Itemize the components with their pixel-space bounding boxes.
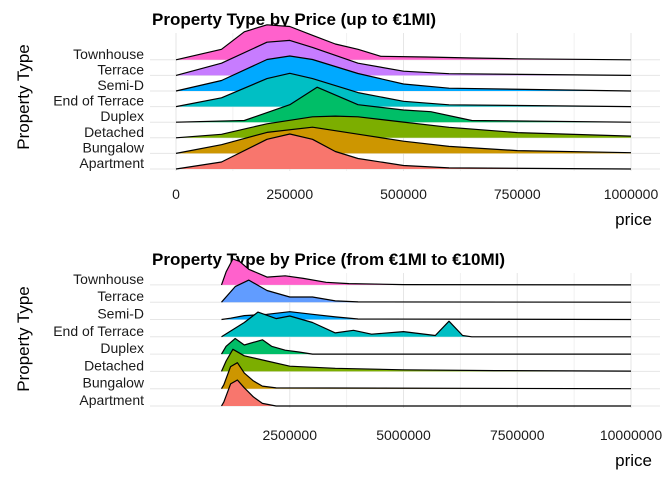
ridge-area-duplex [176,87,631,123]
ridge-line-apartment [175,133,632,170]
ridge-area-semi-d [221,311,631,320]
y-axis-label: Property Type [14,286,33,392]
category-label: Bungalow [83,375,145,391]
category-label: Detached [84,124,144,140]
ridge-line-terrace [175,39,632,76]
ridge-line-bungalow [220,362,632,390]
category-label: Detached [84,357,144,373]
ridges [220,258,632,407]
x-tick-label: 1000000 [604,186,659,202]
ridge-line-duplex [175,86,632,123]
ridge-area-townhouse [221,258,631,285]
category-label: Duplex [100,108,144,124]
chart-panel-top: Property Type by Price (up to €1MI) Prop… [14,10,660,229]
ridge-area-end-of-terrace [221,312,631,337]
category-label: Semi-D [97,77,144,93]
ridge-line-semi-d [175,55,632,92]
category-label: Terrace [97,288,144,304]
x-tick-label: 500000 [380,186,427,202]
ridge-area-apartment [221,380,631,406]
ridge-line-detached [220,348,632,372]
category-label: End of Terrace [53,323,144,339]
ridge-line-end-of-terrace [175,72,632,108]
ridge-area-detached [221,349,631,372]
ridge-area-duplex [221,338,631,355]
x-tick-label: 2500000 [262,427,317,443]
chart-title: Property Type by Price (up to €1MI) [152,10,436,29]
chart-panel-bottom: Property Type by Price (from €1MI to €10… [14,250,662,470]
ridge-line-duplex [220,337,631,355]
x-tick-labels: 0 250000 500000 750000 1000000 [172,186,658,202]
category-label: End of Terrace [53,93,144,109]
y-axis-label: Property Type [14,44,33,150]
x-axis-label: price [615,451,652,470]
ridge-area-end-of-terrace [176,73,631,107]
ridge-line-semi-d [221,311,632,321]
ridge-line-end-of-terrace [221,311,631,338]
category-label: Townhouse [73,271,144,287]
ridge-area-apartment [176,134,631,169]
x-tick-label: 0 [172,186,180,202]
x-tick-label: 250000 [266,186,313,202]
chart-title: Property Type by Price (from €1MI to €10… [152,250,505,269]
x-tick-label: 750000 [494,186,541,202]
category-label: Apartment [79,155,144,171]
ridge-line-apartment [220,379,631,407]
category-label: Townhouse [73,46,144,62]
x-tick-label: 10000000 [600,427,663,443]
x-tick-labels: 2500000 5000000 7500000 10000000 [262,427,662,443]
x-tick-label: 5000000 [376,427,431,443]
x-axis-label: price [615,210,652,229]
x-tick-label: 7500000 [490,427,545,443]
category-label: Bungalow [83,139,145,155]
ridges [175,24,632,170]
ridge-line-terrace [221,279,632,303]
category-label: Semi-D [97,306,144,322]
ridge-line-townhouse [175,24,632,61]
ridge-line-detached [175,115,632,139]
category-label: Apartment [79,392,144,408]
ridge-line-bungalow [175,126,632,154]
category-label: Terrace [97,61,144,77]
ridge-area-terrace [221,280,631,303]
ridge-line-townhouse [220,258,632,286]
category-label: Duplex [100,340,144,356]
